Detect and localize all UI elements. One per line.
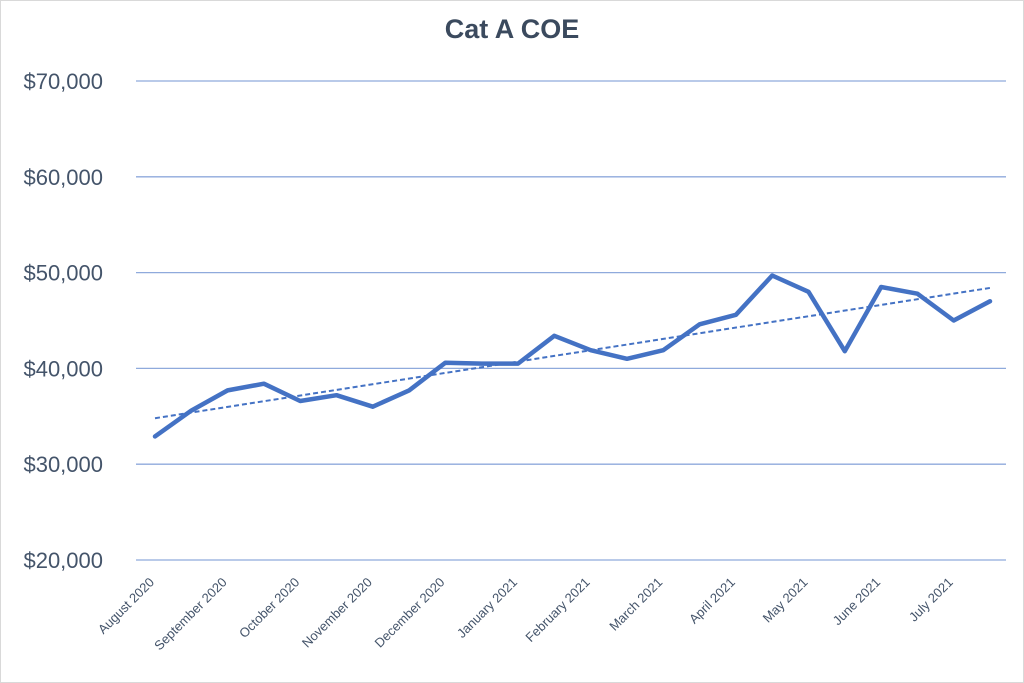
x-tick-label: November 2020 [299,575,375,651]
series-line [152,273,993,439]
trendline [154,286,991,420]
data-point [516,362,520,366]
data-point [952,319,956,322]
series-layer [152,273,993,439]
data-point [226,388,230,392]
x-tick-label: June 2021 [830,575,884,629]
data-point [371,405,375,409]
data-point [298,399,302,403]
data-point [625,357,629,361]
x-tick-label: July 2021 [906,575,956,625]
data-point [806,290,810,294]
y-tick-label: $70,000 [23,69,103,94]
data-point [153,434,157,438]
chart-title: Cat A COE [444,14,580,44]
y-tick-label: $40,000 [23,356,103,381]
x-tick-label: April 2021 [686,575,738,627]
y-tick-label: $50,000 [23,261,103,286]
data-point [915,292,919,296]
x-tick-label: December 2020 [372,575,448,651]
x-tick-label: August 2020 [95,575,157,637]
grid-lines [136,80,1006,561]
data-point [589,348,593,352]
x-tick-label: February 2021 [522,575,592,645]
data-point [480,362,484,366]
data-point [879,285,883,289]
y-tick-label: $30,000 [23,452,103,477]
x-tick-label: September 2020 [151,575,230,654]
data-point [661,348,665,352]
data-point [189,409,193,413]
data-point [770,273,774,277]
data-point [443,361,447,365]
y-tick-label: $60,000 [23,165,103,190]
data-point [734,313,738,317]
y-axis-ticks: $20,000 $30,000 $40,000 $50,000 $60,000 $70,0… [23,69,103,573]
x-tick-label: March 2021 [606,575,665,634]
data-point [698,322,702,326]
data-point [335,393,339,397]
data-point [843,349,847,353]
x-tick-label: October 2020 [236,575,302,641]
data-point [262,382,266,386]
x-tick-label: May 2021 [760,575,811,626]
data-point [552,334,556,338]
x-tick-label: January 2021 [454,575,520,641]
data-point [988,299,992,303]
data-point [407,388,411,392]
y-tick-label: $20,000 [23,548,103,573]
